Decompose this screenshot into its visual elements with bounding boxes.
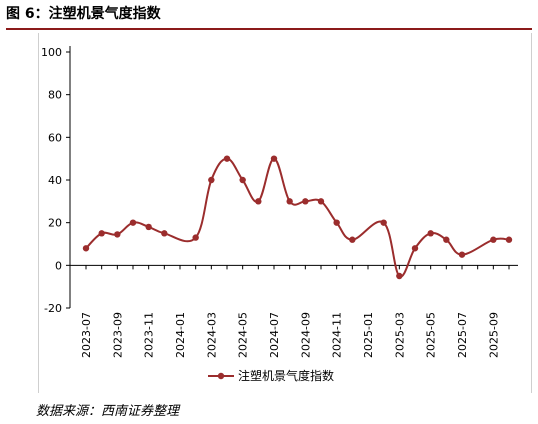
data-point xyxy=(192,234,199,241)
x-tick-label: 2025-07 xyxy=(456,312,469,358)
x-tick-label: 2025-09 xyxy=(487,312,500,358)
y-tick-label: 80 xyxy=(48,89,62,102)
legend-label: 注塑机景气度指数 xyxy=(238,368,334,383)
data-point xyxy=(443,236,450,243)
data-point xyxy=(302,198,309,205)
source-note: 数据来源：西南证券整理 xyxy=(36,404,180,419)
y-tick-label: 40 xyxy=(48,174,62,187)
y-axis: -20 0 20 40 60 80 100 xyxy=(41,46,71,315)
x-tick-label: 2023-11 xyxy=(143,312,156,358)
x-tick-label: 2024-09 xyxy=(299,312,312,358)
data-point xyxy=(349,236,356,243)
legend: 注塑机景气度指数 xyxy=(208,368,334,383)
y-tick-label: 20 xyxy=(48,217,62,230)
y-tick-label: 60 xyxy=(48,131,62,144)
data-point xyxy=(333,219,340,226)
data-point xyxy=(208,176,215,184)
data-point xyxy=(411,245,419,252)
data-point xyxy=(380,219,387,226)
data-point xyxy=(505,236,513,243)
data-point xyxy=(114,231,121,238)
data-point xyxy=(286,198,293,205)
data-point xyxy=(98,230,105,237)
chart-frame xyxy=(38,33,532,393)
data-point xyxy=(82,245,90,252)
data-point xyxy=(129,219,137,226)
series-line xyxy=(85,157,510,278)
y-tick-label: 0 xyxy=(55,259,62,272)
x-tick-label: 2024-07 xyxy=(268,312,281,358)
x-tick-label: 2024-03 xyxy=(205,312,218,358)
series-layer xyxy=(82,155,513,280)
title-rule xyxy=(6,28,532,30)
legend-swatch-marker xyxy=(217,372,225,380)
data-point xyxy=(161,230,168,237)
data-point xyxy=(317,198,325,205)
x-tick-label: 2025-05 xyxy=(425,312,438,358)
y-tick-label: 100 xyxy=(41,46,62,59)
x-tick-label: 2024-01 xyxy=(174,312,187,358)
data-point xyxy=(458,251,466,258)
x-tick-label: 2023-09 xyxy=(111,312,124,358)
data-point xyxy=(239,176,246,184)
data-point xyxy=(270,155,278,162)
x-tick-label: 2025-03 xyxy=(393,312,406,358)
figure-title: 图 6：注塑机景气度指数 xyxy=(6,6,161,22)
x-tick-label: 2025-01 xyxy=(362,312,375,358)
data-point xyxy=(490,236,497,243)
x-tick-label: 2023-07 xyxy=(80,312,93,358)
data-point xyxy=(255,198,262,205)
data-point xyxy=(145,223,152,231)
data-point xyxy=(427,230,434,237)
x-tick-label: 2024-11 xyxy=(331,312,344,358)
x-tick-label: 2024-05 xyxy=(237,312,250,358)
x-axis: 2023-07 2023-09 2023-11 2024-01 2024-03 2024-… xyxy=(70,264,518,358)
y-tick-label: -20 xyxy=(44,302,62,315)
data-point xyxy=(223,155,231,162)
data-point xyxy=(396,272,403,280)
